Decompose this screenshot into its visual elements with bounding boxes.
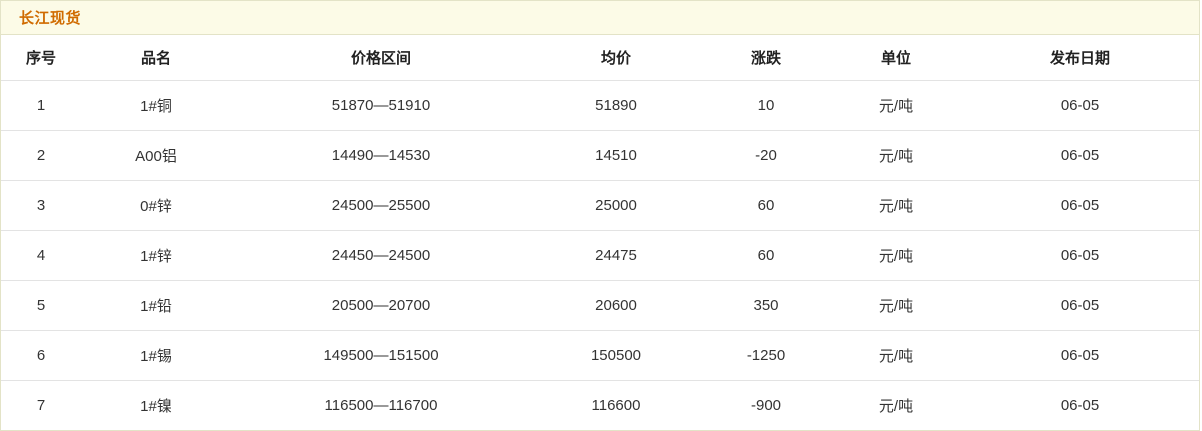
cell-average: 24475 bbox=[531, 230, 701, 281]
cell-average: 14510 bbox=[531, 130, 701, 181]
cell-date: 06-05 bbox=[961, 80, 1199, 131]
cell-unit: 元/吨 bbox=[831, 80, 961, 131]
table-row: 4 1#锌 24450—24500 24475 60 元/吨 06-05 bbox=[1, 230, 1199, 281]
cell-unit: 元/吨 bbox=[878, 398, 914, 415]
panel-header: 长江现货 bbox=[1, 0, 1199, 35]
cell-date: 06-05 bbox=[961, 280, 1199, 331]
cell-range: 20500—20700 bbox=[231, 280, 531, 331]
table-row: 7 1#镍 116500—116700 116600 -900 元/吨 06-05 bbox=[1, 381, 1199, 431]
cell-range: 51870—51910 bbox=[231, 80, 531, 131]
cell-unit: 元/吨 bbox=[831, 180, 961, 231]
cell-date: 06-05 bbox=[961, 230, 1199, 281]
cell-unit: 元/吨 bbox=[831, 330, 961, 381]
cell-change: 60 bbox=[701, 230, 831, 281]
cell-name: 0#锌 bbox=[81, 180, 231, 231]
cell-date: 06-05 bbox=[961, 130, 1199, 181]
cell-name: A00铝 bbox=[81, 130, 231, 181]
cell-name: 1#锌 bbox=[81, 230, 231, 281]
cell-unit: 元/吨 bbox=[831, 230, 961, 281]
cell-index: 1 bbox=[1, 80, 81, 131]
cell-name: 1#镍 bbox=[140, 398, 172, 415]
cell-average: 150500 bbox=[531, 330, 701, 381]
table-header-row: 序号 品名 价格区间 均价 涨跌 单位 发布日期 bbox=[1, 35, 1199, 81]
cell-date: 06-05 bbox=[961, 330, 1199, 381]
table-row: 1 1#铜 51870—51910 51890 10 元/吨 06-05 bbox=[1, 80, 1199, 131]
cell-range: 24450—24500 bbox=[231, 230, 531, 281]
cell-name: 1#铅 bbox=[81, 280, 231, 331]
cell-change: -1250 bbox=[701, 330, 831, 381]
column-header-index: 序号 bbox=[1, 35, 81, 81]
cell-change: 350 bbox=[701, 280, 831, 331]
cell-index: 2 bbox=[1, 130, 81, 181]
table-row: 6 1#锡 149500—151500 150500 -1250 元/吨 06-05 bbox=[1, 330, 1199, 381]
cell-unit: 元/吨 bbox=[831, 280, 961, 331]
cell-range: 149500—151500 bbox=[231, 330, 531, 381]
cell-index: 4 bbox=[1, 230, 81, 281]
cell-unit: 元/吨 bbox=[831, 130, 961, 181]
column-header-unit: 单位 bbox=[831, 35, 961, 81]
cell-range: 24500—25500 bbox=[231, 180, 531, 231]
cell-average: 51890 bbox=[531, 80, 701, 131]
page-title: 长江现货 bbox=[19, 10, 82, 27]
table-row: 3 0#锌 24500—25500 25000 60 元/吨 06-05 bbox=[1, 180, 1199, 231]
column-header-change: 涨跌 bbox=[701, 35, 831, 81]
cell-change: 60 bbox=[701, 180, 831, 231]
price-table: 序号 品名 价格区间 均价 涨跌 单位 发布日期 1 1#铜 51870—51910… bbox=[1, 35, 1199, 430]
table-header: 序号 品名 价格区间 均价 涨跌 单位 发布日期 bbox=[1, 35, 1199, 81]
column-header-date: 发布日期 bbox=[961, 35, 1199, 81]
cell-date: 06-05 bbox=[961, 180, 1199, 231]
cell-name: 1#锡 bbox=[81, 330, 231, 381]
cell-index: 3 bbox=[1, 180, 81, 231]
column-header-name: 品名 bbox=[81, 35, 231, 81]
cell-average: 20600 bbox=[531, 280, 701, 331]
cell-date: 06-05 bbox=[1060, 397, 1100, 414]
cell-name: 1#铜 bbox=[81, 80, 231, 131]
column-header-average: 均价 bbox=[531, 35, 701, 81]
cell-average: 25000 bbox=[531, 180, 701, 231]
table-body: 1 1#铜 51870—51910 51890 10 元/吨 06-05 2 A00铝 14490… bbox=[1, 80, 1199, 431]
cell-change: -900 bbox=[750, 397, 782, 414]
column-header-range: 价格区间 bbox=[231, 35, 531, 81]
cell-index: 5 bbox=[1, 280, 81, 331]
table-row: 5 1#铅 20500—20700 20600 350 元/吨 06-05 bbox=[1, 280, 1199, 331]
cell-change: 10 bbox=[701, 80, 831, 131]
table-row: 2 A00铝 14490—14530 14510 -20 元/吨 06-05 bbox=[1, 130, 1199, 181]
cell-index: 7 bbox=[36, 397, 46, 414]
cell-range: 14490—14530 bbox=[231, 130, 531, 181]
cell-range: 116500—116700 bbox=[324, 397, 438, 414]
cell-index: 6 bbox=[1, 330, 81, 381]
cell-average: 116600 bbox=[591, 397, 641, 414]
cell-change: -20 bbox=[701, 130, 831, 181]
